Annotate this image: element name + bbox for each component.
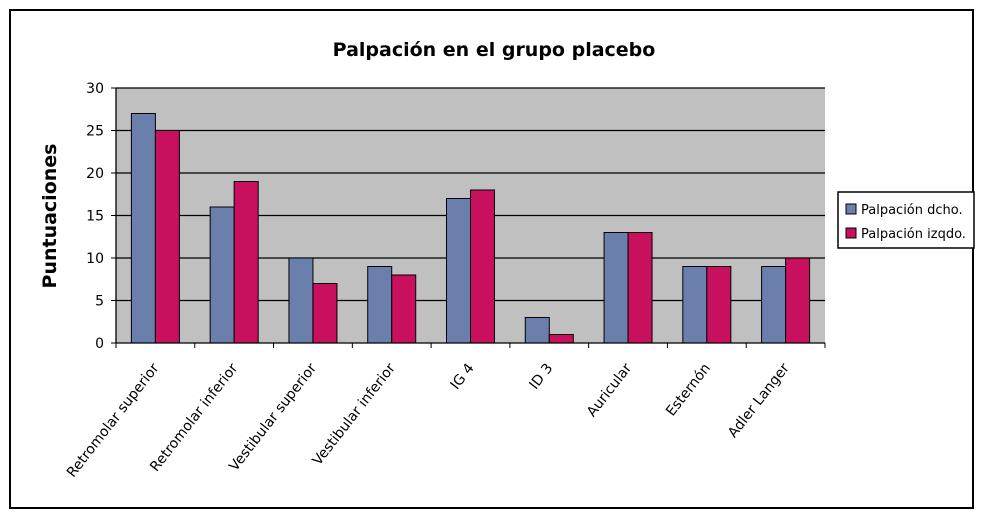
x-tick-label: IG 4 (448, 361, 478, 393)
legend-swatch-dcho (845, 203, 857, 215)
legend-swatch-izqdo (845, 227, 857, 239)
x-tick-label: Retromolar inferior (147, 360, 241, 474)
y-tick-label: 5 (95, 294, 104, 310)
bar-dcho (524, 317, 550, 344)
y-tick-label: 10 (86, 251, 104, 267)
bar-izqdo (154, 130, 180, 344)
y-tick-label: 30 (86, 81, 104, 97)
bars (130, 113, 811, 344)
x-tick-label: Adler Langer (725, 360, 793, 441)
y-axis-label: Puntuaciones (39, 144, 61, 289)
bar-izqdo (233, 181, 259, 344)
legend: Palpación dcho. Palpación izqdo. (837, 191, 975, 249)
bar-dcho (682, 266, 708, 344)
bar-izqdo (785, 257, 811, 344)
y-tick-labels: 0 5 10 15 20 25 30 (86, 81, 116, 352)
bar-dcho (761, 266, 787, 344)
x-tick-label: Vestibular superior (226, 360, 320, 474)
x-tick-label: Vestibular inferior (310, 360, 399, 468)
bar-izqdo (706, 266, 732, 344)
bar-dcho (209, 206, 235, 344)
bar-izqdo (391, 274, 417, 344)
bar-izqdo (470, 189, 495, 344)
bar-dcho (603, 232, 629, 344)
y-tick-label: 20 (86, 166, 104, 182)
chart-title: Palpación en el grupo placebo (333, 39, 656, 61)
bar-dcho (130, 113, 156, 344)
x-tick-label: Auricular (584, 360, 635, 420)
bar-dcho (288, 257, 314, 344)
bar-izqdo (627, 232, 653, 344)
x-tick-label: ID 3 (526, 361, 556, 393)
bar-dcho (446, 198, 471, 344)
legend-box (837, 191, 975, 249)
y-tick-label: 0 (95, 336, 104, 352)
bar-izqdo (548, 334, 574, 344)
bar-izqdo (312, 283, 338, 344)
legend-label-dcho: Palpación dcho. (861, 203, 963, 218)
legend-label-izqdo: Palpación izqdo. (861, 227, 966, 242)
y-tick-label: 15 (86, 209, 104, 225)
y-tick-label: 25 (86, 124, 104, 140)
x-tick-label: Esternón (663, 361, 714, 420)
bar-dcho (367, 266, 393, 344)
